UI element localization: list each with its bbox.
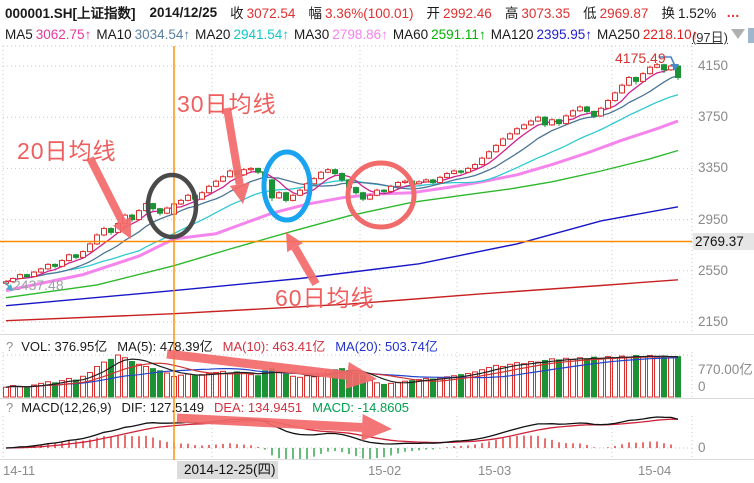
ma250-line [5,279,679,322]
time-axis-tick: 15-02 [368,463,402,478]
cursor-date: 2014/12/25 [149,4,218,20]
crosshair [0,46,692,460]
macd-arrow [176,413,363,432]
scrollbar-nub[interactable] [748,28,754,43]
volume-arrow-head [345,362,377,389]
annotation-shapes [4,56,679,441]
ma-legend-item: MA10 3034.54↑ [96,26,191,42]
quote-field: 收 3072.54 [230,6,296,21]
ma-legend-item: MA250 2218.10↑ [597,26,699,42]
price-axis-tick: 2950 [698,211,729,227]
macd-header: ? MACD(12,26,9) DIF: 127.5149 DEA: 134.9451… [6,400,429,416]
low-price-label: 2437.48 [13,277,64,293]
time-axis-tick: 15-03 [478,463,512,478]
low-pointer-icon [6,284,13,291]
time-axis-tick: 15-04 [638,463,672,478]
price-axis-tick: 3750 [698,109,729,125]
ma20-arrow-head [113,216,131,239]
quote-field: 高 3073.35 [504,6,571,21]
dea-line [5,418,678,449]
blue-circle-annotation [261,149,313,223]
ma60-arrow-head [286,232,303,253]
help-icon[interactable]: ? [6,400,14,415]
volume-series [3,354,681,398]
macd-axis-zero: 0 [698,440,706,455]
ma-items: MA5 3062.75↑ MA10 3034.54↑ MA20 2941.54↑ MA30 2… [0,27,698,42]
ma10-line [5,74,679,283]
period-selector[interactable]: (97日) [691,30,728,45]
ma-legend-item: MA5 3062.75↑ [5,26,92,42]
quote-field: 换 1.52% [661,6,717,21]
ma60-annotation-label: 60日均线 [275,285,375,311]
ma30-annotation-label: 30日均线 [177,91,277,117]
red-circle-annotation [345,160,417,230]
dif-line [5,416,679,449]
volume-header-item: MA(20): 503.74亿 [335,339,438,354]
ma30-arrow [223,107,244,185]
macd-arrow-head [361,414,392,441]
quote-field: 开 2992.46 [426,6,492,21]
macd-series [5,416,679,459]
price-axis-tick: 2150 [698,314,729,329]
volume-header-item: MA(10): 463.41亿 [222,339,326,354]
ma20-arrow [86,156,126,223]
quote-field: 低 2969.87 [583,6,649,21]
title-bar: 000001.SH[上证指数] 2014/12/25 收 3072.54 幅 3.36… [0,0,754,24]
symbol-name: 000001.SH[上证指数] [5,6,136,21]
volume-arrow [166,349,348,380]
chevron-down-icon[interactable] [731,29,745,39]
ma-legend-item: MA30 2798.86↑ [294,26,388,42]
ma-legend-item: MA120 2395.95↑ [490,26,593,42]
volume-header-item: MA(5): 478.39亿 [117,339,213,354]
macd-header-item: DEA: 134.9451 [213,400,303,415]
black-circle-annotation [145,172,199,240]
volume-header: ? VOL: 376.95亿 MA(5): 478.39亿 MA(10): 463.4… [6,336,458,354]
gridlines [0,45,754,460]
price-axis-tick: 3350 [698,160,729,176]
high-price-label: 4175.49 [615,50,666,66]
ma30-arrow-head [229,182,250,204]
quote-field: 幅 3.36%(100.01) [308,6,414,21]
high-pointer-icon [659,56,676,67]
macd-header-item: MACD(12,26,9) [21,400,112,415]
crosshair-price-tag: 2769.37 [693,233,754,250]
macd-header-item: MACD: -14.8605 [312,400,409,415]
ma20-annotation-label: 20日均线 [17,138,117,164]
ma-legend-bar: MA5 3062.75↑ MA10 3034.54↑ MA20 2941.54↑ MA30 2… [0,24,754,44]
ma60-arrow [291,245,320,286]
more-ellipsis[interactable]: … [726,4,740,20]
ma-legend-item: MA60 2591.11↑ [392,26,486,42]
price-axis-tick: 2550 [698,262,729,278]
cursor-date-tag: 2014-12-25(四) [177,461,278,479]
volume-header-item: VOL: 376.95亿 [21,339,108,354]
time-axis-tick: 14-11 [3,463,36,478]
ma-legend-item: MA20 2941.54↑ [195,26,290,42]
volume-axis-max: 770.00亿 [698,362,753,377]
macd-header-item: DIF: 127.5149 [121,400,204,415]
price-axis-tick: 4150 [698,58,729,73]
quote-fields: 收 3072.54 幅 3.36%(100.01) 开 2992.46 高 3073.35 低 2… [217,2,716,22]
high-pointer-icon [671,64,679,71]
volume-axis-zero: 0 [698,379,706,394]
help-icon[interactable]: ? [6,339,14,354]
